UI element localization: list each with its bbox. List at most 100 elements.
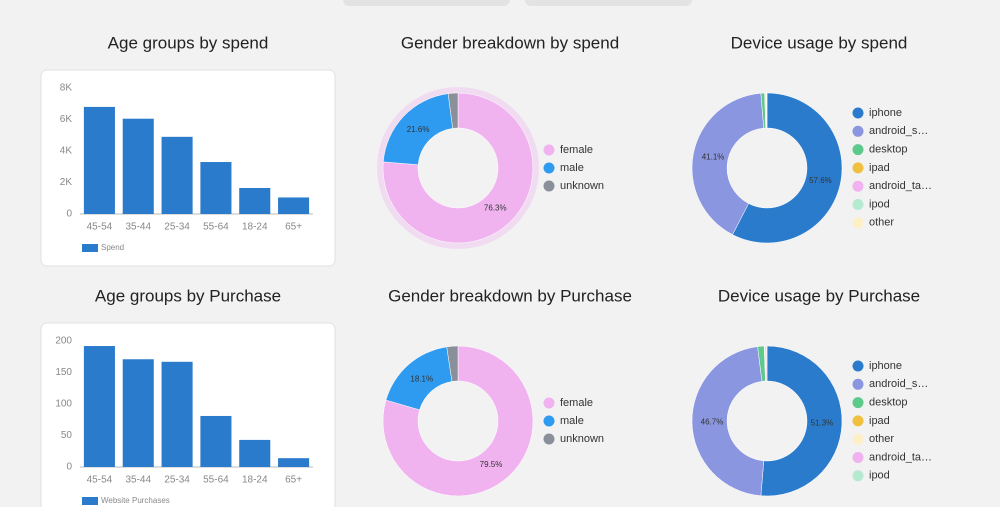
legend-dot [852,360,864,372]
bar [278,458,310,467]
legend-label: unknown [560,433,604,445]
legend-label: iphone [869,360,902,372]
bar [239,188,271,214]
y-tick-label: 200 [55,336,72,347]
x-tick-label: 65+ [285,475,302,486]
legend-dot [852,452,864,463]
legend-label: male [560,162,584,174]
legend-dot [852,378,864,390]
legend-label: desktop [869,397,908,409]
slice-label: 41.1% [702,152,725,161]
donut-slice [382,345,534,497]
x-tick-label: 25-34 [164,222,190,233]
legend-dot [852,433,864,445]
bar [200,162,232,214]
chart-title: Gender breakdown by Purchase [388,286,632,305]
legend-dot [543,162,555,174]
y-tick-label: 0 [66,209,72,220]
legend-dot [852,470,864,482]
y-tick-label: 100 [55,399,72,410]
x-tick-label: 55-64 [203,475,229,486]
y-tick-label: 50 [61,430,73,441]
y-tick-label: 2K [60,177,73,188]
bar [122,118,154,214]
donut-slice [691,346,765,497]
donut-slice [732,92,843,244]
bar [239,439,271,467]
legend-label: android_ta… [869,451,932,463]
legend-dot [543,180,555,192]
x-tick-label: 45-54 [87,222,113,233]
slice-label: 79.5% [480,460,503,469]
legend-dot [852,162,864,174]
legend-dot [852,199,864,210]
legend-label: android_s… [869,125,928,137]
legend-label: unknown [560,180,604,192]
legend-label: ipad [869,415,890,427]
bar [83,346,115,467]
x-tick-label: 35-44 [125,475,151,486]
legend-dot [852,217,864,229]
y-tick-label: 6K [60,114,73,125]
legend-dot [543,415,555,427]
slice-label: 76.3% [484,204,507,213]
bar [161,136,193,214]
legend-dot [543,144,555,156]
top-button[interactable] [525,0,692,6]
chart-title: Gender breakdown by spend [401,33,619,52]
chart-title: Age groups by Purchase [95,286,281,305]
hover-halo [377,87,539,249]
slice-label: 46.7% [701,417,724,426]
legend-swatch [82,497,98,505]
donut-slice [447,92,459,129]
legend-label: android_ta… [869,180,932,192]
slice-label: 51.3% [811,418,834,427]
legend-dot [852,144,864,156]
bar [278,197,310,214]
donut-slice [691,92,765,235]
bar [200,415,232,467]
donut-slice [446,345,459,382]
x-tick-label: 45-54 [87,475,113,486]
x-tick-label: 25-34 [164,475,190,486]
legend-label: android_s… [869,378,928,390]
legend-label: Spend [101,243,124,252]
donut-slice [760,345,843,497]
bar [161,361,193,467]
legend-label: ipad [869,162,890,174]
legend-label: ipod [869,198,890,210]
x-tick-label: 65+ [285,222,302,233]
legend-label: female [560,144,593,156]
top-button[interactable] [343,0,510,6]
donut-slice [382,92,534,244]
legend-label: ipod [869,470,890,482]
chart-title: Age groups by spend [108,33,269,52]
legend-label: other [869,433,894,445]
bar [122,359,154,467]
y-tick-label: 8K [60,83,73,94]
chart-title: Device usage by spend [731,33,908,52]
legend-dot [852,415,864,427]
legend-swatch [82,244,98,252]
slice-label: 57.6% [809,176,832,185]
legend-label: iphone [869,107,902,119]
legend-dot [852,397,864,409]
x-tick-label: 35-44 [125,222,151,233]
slice-label: 18.1% [410,375,433,384]
chart-title: Device usage by Purchase [718,286,920,305]
legend-dot [852,107,864,119]
legend-label: other [869,217,894,229]
y-tick-label: 150 [55,367,72,378]
legend-label: Website Purchases [101,496,170,505]
x-tick-label: 55-64 [203,222,229,233]
legend-label: desktop [869,144,908,156]
legend-label: female [560,397,593,409]
y-tick-label: 0 [66,462,72,473]
x-tick-label: 18-24 [242,222,268,233]
legend-label: male [560,415,584,427]
x-tick-label: 18-24 [242,475,268,486]
legend-dot [852,125,864,137]
y-tick-label: 4K [60,146,73,157]
legend-dot [543,433,555,445]
